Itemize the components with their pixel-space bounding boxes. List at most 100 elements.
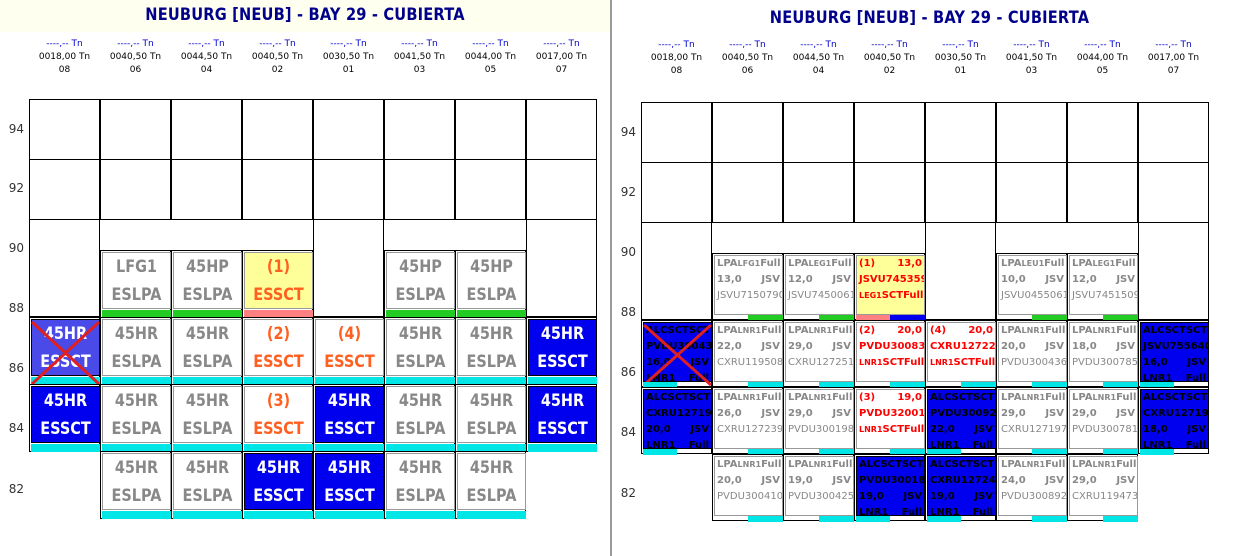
- container-block[interactable]: LPA LEU1 Full 10,0 JSV JSVU0455061: [998, 255, 1067, 315]
- slot-empty[interactable]: [1067, 162, 1138, 223]
- container-block[interactable]: 45HP ESLPA: [457, 252, 526, 309]
- slot-empty[interactable]: [100, 99, 171, 160]
- container-block[interactable]: 45HR ESSCT: [31, 319, 100, 376]
- container-block[interactable]: 45HR ESLPA: [173, 453, 242, 510]
- container-slot[interactable]: LFG1 ESLPA: [100, 250, 171, 318]
- container-slot[interactable]: LPA LNR1 Full 22,0 JSV CXRU1195089: [712, 320, 783, 388]
- container-slot[interactable]: LPA LNR1 Full 29,0 JSV CXRU1271975: [996, 387, 1067, 455]
- container-slot[interactable]: LPA LNR1 Full 29,0 JSV PVDU3001989: [783, 387, 854, 455]
- slot-empty[interactable]: [854, 102, 925, 163]
- container-block[interactable]: LPA LNR1 Full 29,0 JSV PVDU3007816: [1069, 389, 1138, 449]
- slot-empty[interactable]: [925, 162, 996, 223]
- container-block[interactable]: LPA LNR1 Full 18,0 JSV PVDU3007858: [1069, 322, 1138, 382]
- container-block[interactable]: 45HR ESLPA: [173, 386, 242, 443]
- container-block[interactable]: 45HR ESSCT: [315, 386, 384, 443]
- container-slot[interactable]: 45HR ESLPA: [384, 384, 455, 452]
- container-slot[interactable]: 45HP ESLPA: [455, 250, 526, 318]
- slot-empty[interactable]: [854, 162, 925, 223]
- container-slot[interactable]: 45HR ESSCT: [29, 384, 100, 452]
- container-slot[interactable]: (3) ESSCT: [242, 384, 313, 452]
- container-block[interactable]: 45HR ESSCT: [31, 386, 100, 443]
- container-slot[interactable]: 45HR ESLPA: [100, 384, 171, 452]
- container-block[interactable]: LPA LNR1 Full 22,0 JSV CXRU1195089: [714, 322, 783, 382]
- container-block[interactable]: 45HR ESLPA: [457, 453, 526, 510]
- slot-empty[interactable]: [29, 159, 100, 220]
- container-block[interactable]: (4) ESSCT: [315, 319, 384, 376]
- container-slot[interactable]: 45HR ESSCT: [526, 317, 597, 385]
- container-block[interactable]: (3) ESSCT: [244, 386, 313, 443]
- container-slot[interactable]: 45HR ESSCT: [313, 384, 384, 452]
- container-slot[interactable]: LPA LNR1 Full 29,0 JSV CXRU1194734: [1067, 454, 1138, 522]
- container-block[interactable]: LPA LNR1 Full 29,0 JSV PVDU3001989: [785, 389, 854, 449]
- container-block[interactable]: LPA LNR1 Full 20,0 JSV PVDU3004102: [714, 456, 783, 516]
- container-slot[interactable]: LPA LNR1 Full 19,0 JSV PVDU3004252: [783, 454, 854, 522]
- container-block[interactable]: 45HR ESLPA: [457, 386, 526, 443]
- container-block[interactable]: 45HR ESLPA: [102, 386, 171, 443]
- slot-empty[interactable]: [526, 99, 597, 160]
- container-block[interactable]: (1) ESSCT: [244, 252, 313, 309]
- container-block[interactable]: 45HR ESLPA: [386, 386, 455, 443]
- container-slot[interactable]: LPA LEU1 Full 10,0 JSV JSVU0455061: [996, 253, 1067, 321]
- slot-empty[interactable]: [1138, 222, 1209, 320]
- container-slot[interactable]: 45HR ESLPA: [384, 451, 455, 519]
- container-slot[interactable]: 45HR ESLPA: [171, 317, 242, 385]
- container-block[interactable]: 45HR ESSCT: [315, 453, 384, 510]
- container-slot[interactable]: 45HR ESLPA: [171, 384, 242, 452]
- container-slot[interactable]: 45HR ESLPA: [455, 317, 526, 385]
- container-slot[interactable]: (2) ESSCT: [242, 317, 313, 385]
- slot-empty[interactable]: [29, 219, 100, 317]
- container-block[interactable]: LPA LFG1 Full 13,0 JSV JSVU7150790: [714, 255, 783, 315]
- slot-empty[interactable]: [1067, 102, 1138, 163]
- container-block[interactable]: 45HR ESLPA: [102, 319, 171, 376]
- container-slot[interactable]: 45HR ESLPA: [384, 317, 455, 385]
- container-slot[interactable]: LPA LNR1 Full 18,0 JSV PVDU3007858: [1067, 320, 1138, 388]
- container-block[interactable]: LFG1 ESLPA: [102, 252, 171, 309]
- container-block[interactable]: LPA LEG1 Full 12,0 JSV JSVU7450061: [785, 255, 854, 315]
- slot-empty[interactable]: [526, 219, 597, 317]
- slot-empty[interactable]: [712, 162, 783, 223]
- slot-empty[interactable]: [313, 99, 384, 160]
- slot-empty[interactable]: [171, 99, 242, 160]
- container-slot[interactable]: LPA LNR1 Full 29,0 JSV PVDU3007816: [1067, 387, 1138, 455]
- container-block[interactable]: 45HR ESLPA: [173, 319, 242, 376]
- container-slot[interactable]: LPA LNR1 Full 26,0 JSV CXRU1272396: [712, 387, 783, 455]
- container-slot[interactable]: LPA LNR1 Full 24,0 JSV PVDU3008920: [996, 454, 1067, 522]
- slot-empty[interactable]: [384, 159, 455, 220]
- container-slot[interactable]: 45HR ESSCT: [313, 451, 384, 519]
- panel-divider[interactable]: [610, 0, 612, 556]
- slot-empty[interactable]: [29, 99, 100, 160]
- container-slot[interactable]: LPA LNR1 Full 29,0 JSV CXRU1272518: [783, 320, 854, 388]
- container-slot[interactable]: LPA LNR1 Full 20,0 JSV PVDU3004102: [712, 454, 783, 522]
- container-slot[interactable]: 45HP ESLPA: [384, 250, 455, 318]
- container-block[interactable]: LPA LNR1 Full 26,0 JSV CXRU1272396: [714, 389, 783, 449]
- slot-empty[interactable]: [313, 219, 384, 317]
- slot-empty[interactable]: [313, 159, 384, 220]
- container-slot[interactable]: LPA LFG1 Full 13,0 JSV JSVU7150790: [712, 253, 783, 321]
- container-slot[interactable]: (4) ESSCT: [313, 317, 384, 385]
- slot-empty[interactable]: [996, 102, 1067, 163]
- container-block[interactable]: 45HR ESLPA: [102, 453, 171, 510]
- slot-empty[interactable]: [242, 159, 313, 220]
- container-slot[interactable]: 45HR ESSCT: [242, 451, 313, 519]
- container-block[interactable]: LPA LNR1 Full 20,0 JSV PVDU3004360: [998, 322, 1067, 382]
- container-block[interactable]: 45HR ESLPA: [386, 319, 455, 376]
- container-block[interactable]: 45HR ESLPA: [386, 453, 455, 510]
- container-slot[interactable]: (1) ESSCT: [242, 250, 313, 318]
- slot-empty[interactable]: [712, 102, 783, 163]
